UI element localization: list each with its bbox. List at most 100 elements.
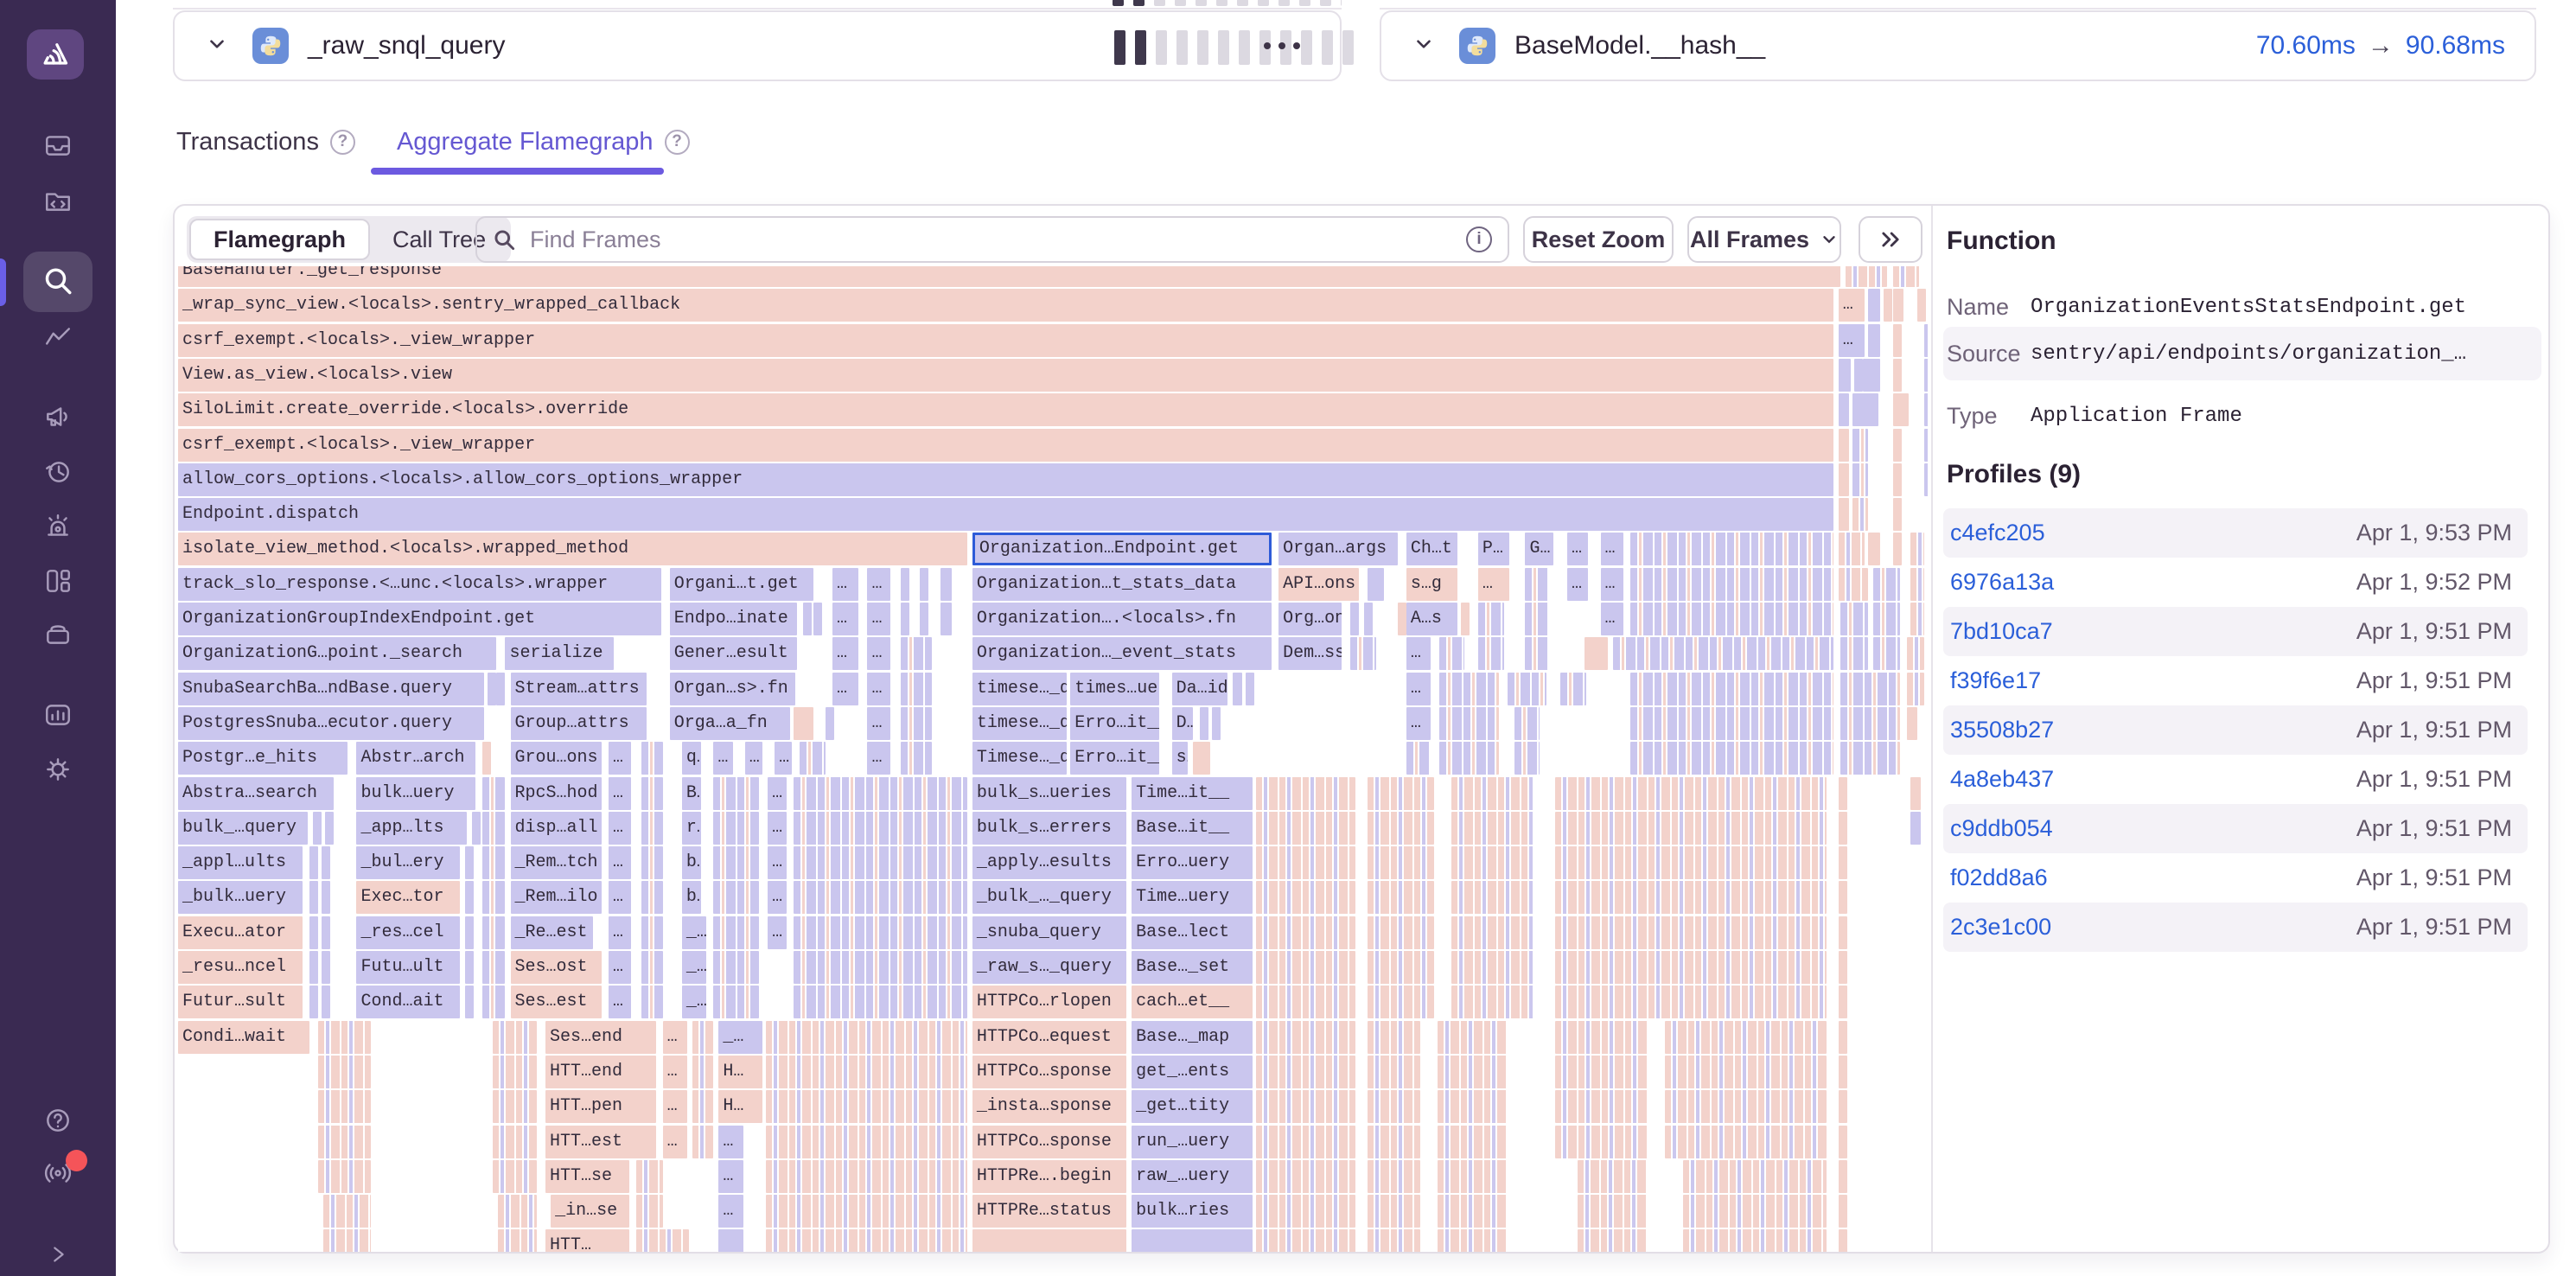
flame-frame[interactable] (1838, 533, 1865, 566)
flame-frame[interactable] (1255, 1090, 1356, 1124)
flame-frame[interactable] (1665, 1125, 1827, 1158)
flame-frame[interactable] (1212, 706, 1221, 740)
flame-frame[interactable]: … (608, 951, 632, 984)
flame-frame[interactable]: … (1477, 567, 1510, 601)
flame-frame[interactable]: A…s (1406, 603, 1457, 635)
flame-frame[interactable]: HTTPCo…equest (972, 1020, 1126, 1054)
flame-frame[interactable] (309, 951, 318, 984)
flame-frame[interactable]: Organization…_event_stats (972, 637, 1272, 671)
flame-frame[interactable]: … (867, 672, 890, 705)
flame-frame[interactable] (321, 951, 330, 984)
flame-frame[interactable]: Execu…ator (178, 916, 303, 949)
flame-frame[interactable]: RpcS…hod (510, 776, 602, 810)
flame-frame[interactable] (1255, 986, 1356, 1019)
flame-frame[interactable] (1514, 742, 1540, 775)
flame-frame[interactable] (1892, 428, 1902, 462)
flame-frame[interactable] (322, 1229, 371, 1252)
flame-frame[interactable] (1554, 846, 1827, 880)
flame-frame[interactable]: Organ…args (1278, 533, 1398, 566)
duration-after[interactable]: 90.68ms (2405, 31, 2505, 60)
profile-id-link[interactable]: 7bd10ca7 (1950, 618, 2053, 644)
flame-frame[interactable]: track_slo_response.<…unc.<locals>.wrappe… (178, 567, 661, 601)
profile-id-link[interactable]: 4a8eb437 (1950, 766, 2055, 792)
flame-frame[interactable] (464, 916, 474, 949)
flame-frame[interactable] (900, 567, 910, 601)
flame-frame[interactable] (1255, 951, 1356, 984)
flame-frame[interactable]: bulk…ries (1132, 1195, 1253, 1228)
flame-frame[interactable] (1438, 1125, 1508, 1158)
flame-frame[interactable] (1923, 323, 1928, 357)
flame-frame[interactable]: … (775, 742, 793, 775)
flame-frame[interactable] (1368, 776, 1435, 810)
flame-frame[interactable] (325, 811, 335, 845)
flame-frame[interactable]: _Re…est (510, 916, 593, 949)
chevron-down-icon[interactable] (206, 33, 228, 60)
flame-frame[interactable] (1451, 846, 1534, 880)
flame-frame[interactable] (1868, 323, 1881, 357)
flame-frame[interactable]: … (718, 1195, 743, 1228)
flame-frame[interactable] (1451, 951, 1534, 984)
profile-id-link[interactable]: c4efc205 (1950, 520, 2045, 545)
flame-frame[interactable] (1838, 951, 1847, 984)
flame-frame[interactable] (1200, 706, 1209, 740)
flame-frame[interactable] (1838, 567, 1869, 601)
flame-frame[interactable] (1368, 1195, 1421, 1228)
flame-frame[interactable]: isolate_view_method.<locals>.wrapped_met… (178, 533, 967, 566)
flame-frame[interactable] (1868, 393, 1879, 427)
flame-frame[interactable]: P… (1477, 533, 1510, 566)
flame-frame[interactable] (794, 916, 967, 949)
flame-frame[interactable] (1629, 603, 1833, 635)
flame-frame[interactable] (766, 1090, 967, 1124)
flame-frame[interactable]: q… (681, 742, 702, 775)
flame-frame[interactable]: … (662, 1055, 687, 1088)
flame-frame[interactable] (321, 846, 330, 880)
flame-frame[interactable] (1578, 1195, 1648, 1228)
flame-frame[interactable] (1255, 881, 1356, 915)
flame-frame[interactable] (766, 1195, 967, 1228)
flame-frame[interactable] (317, 1020, 371, 1054)
flame-frame[interactable] (641, 951, 663, 984)
flame-frame[interactable] (1554, 1020, 1648, 1054)
flame-frame[interactable] (713, 811, 759, 845)
flame-frame[interactable] (1838, 463, 1849, 496)
profile-id-link[interactable]: f02dd8a6 (1950, 864, 2048, 890)
flame-frame[interactable] (1838, 776, 1847, 810)
flame-frame[interactable]: G… (1525, 533, 1553, 566)
flame-frame[interactable] (1682, 1159, 1827, 1193)
flame-frame[interactable]: … (1838, 289, 1865, 322)
flame-frame[interactable] (794, 986, 967, 1019)
expand-chevron-icon[interactable] (41, 1238, 74, 1271)
flame-frame[interactable] (1892, 266, 1919, 287)
flame-frame[interactable]: disp…all (510, 811, 602, 845)
flamegraph-button[interactable]: Flamegraph (189, 219, 371, 260)
flame-frame[interactable]: _… (681, 951, 707, 984)
flame-frame[interactable] (718, 1229, 743, 1252)
flame-frame[interactable] (1852, 428, 1869, 462)
flame-frame[interactable]: get_…ents (1132, 1055, 1253, 1088)
flame-frame[interactable] (920, 603, 929, 635)
flame-frame[interactable]: Endpo…inate (669, 603, 798, 635)
flame-frame[interactable] (1578, 1159, 1648, 1193)
flame-frame[interactable] (1255, 1055, 1356, 1088)
flame-frame[interactable] (1554, 916, 1827, 949)
flame-frame[interactable] (1629, 567, 1833, 601)
flame-frame[interactable]: serialize (505, 637, 614, 671)
flame-frame[interactable]: Base…_set (1132, 951, 1253, 984)
flame-frame[interactable]: … (1838, 323, 1865, 357)
flame-frame[interactable] (317, 1125, 371, 1158)
profile-id-link[interactable]: 2c3e1c00 (1950, 914, 2052, 940)
flame-frame[interactable] (321, 881, 330, 915)
flame-frame[interactable] (713, 776, 759, 810)
flame-frame[interactable]: … (768, 881, 787, 915)
flame-frame[interactable]: Endpoint.dispatch (178, 498, 1833, 532)
flame-frame[interactable]: _bulk_…_query (972, 881, 1126, 915)
flame-frame[interactable]: HTTPCo…sponse (972, 1125, 1126, 1158)
flame-frame[interactable] (1838, 881, 1847, 915)
settings-gear-icon[interactable] (41, 753, 74, 786)
flame-frame[interactable] (1438, 1090, 1508, 1124)
flame-frame[interactable] (464, 881, 474, 915)
flame-frame[interactable]: bulk_s…errers (972, 811, 1126, 845)
flame-frame[interactable] (692, 1055, 714, 1088)
flame-frame[interactable]: … (1406, 637, 1431, 671)
flame-frame[interactable] (1350, 603, 1360, 635)
